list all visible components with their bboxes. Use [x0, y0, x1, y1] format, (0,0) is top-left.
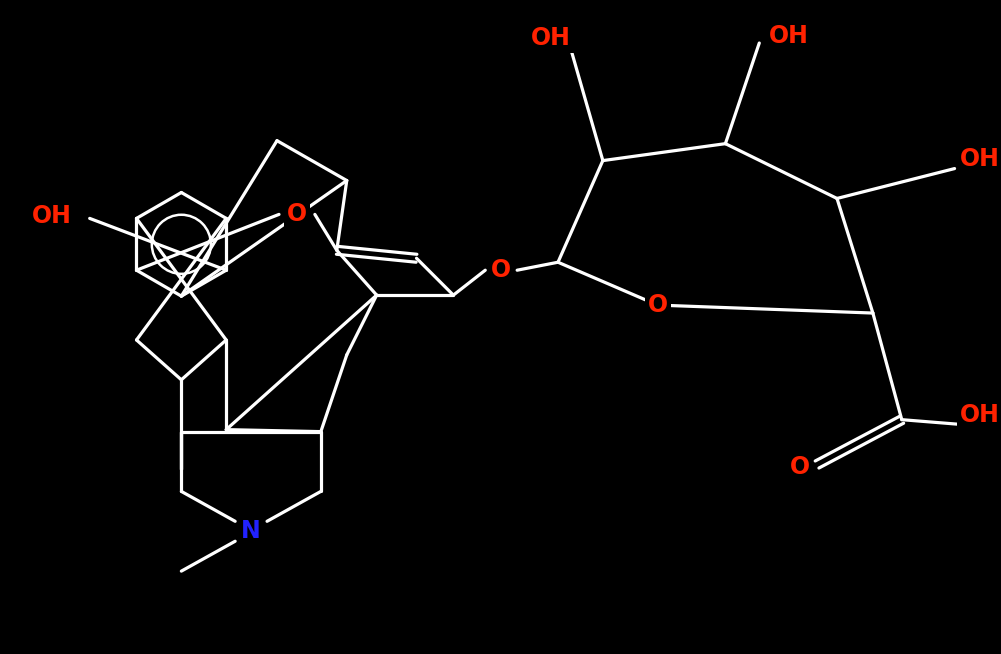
Text: N: N: [241, 519, 261, 543]
Text: O: O: [790, 455, 810, 479]
Text: OH: OH: [960, 146, 999, 171]
Text: OH: OH: [532, 26, 571, 50]
Text: OH: OH: [32, 205, 72, 228]
Text: O: O: [491, 258, 512, 283]
Text: OH: OH: [769, 24, 809, 48]
Text: OH: OH: [960, 403, 999, 426]
Text: O: O: [287, 202, 307, 226]
Text: O: O: [648, 293, 668, 317]
